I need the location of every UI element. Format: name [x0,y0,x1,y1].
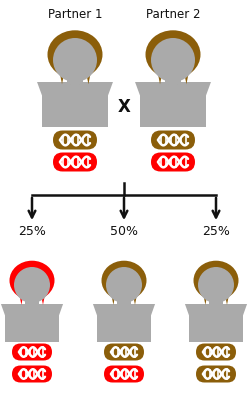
Polygon shape [67,78,83,84]
Polygon shape [93,304,155,342]
Polygon shape [37,82,113,127]
Polygon shape [117,300,131,306]
FancyBboxPatch shape [196,344,236,360]
Ellipse shape [9,261,55,300]
Polygon shape [77,72,82,84]
Polygon shape [157,72,162,84]
Circle shape [198,267,234,303]
Polygon shape [119,295,123,305]
Polygon shape [41,295,45,305]
Polygon shape [135,82,211,127]
FancyBboxPatch shape [12,344,52,360]
Circle shape [200,269,232,301]
FancyBboxPatch shape [104,366,144,382]
Polygon shape [111,295,115,305]
Polygon shape [25,300,39,306]
FancyBboxPatch shape [53,152,97,172]
Text: X: X [118,98,130,116]
FancyBboxPatch shape [196,366,236,382]
Circle shape [108,269,140,301]
Circle shape [16,269,48,301]
Polygon shape [184,72,189,84]
Polygon shape [86,72,91,84]
Text: Partner 1: Partner 1 [48,8,102,21]
Polygon shape [133,295,137,305]
Polygon shape [185,304,247,342]
Polygon shape [68,72,73,84]
Circle shape [151,38,195,82]
Polygon shape [203,295,207,305]
Circle shape [14,267,50,303]
Polygon shape [211,295,215,305]
Ellipse shape [101,261,147,300]
Polygon shape [19,295,23,305]
Circle shape [56,41,94,79]
Polygon shape [34,295,38,305]
Polygon shape [1,304,63,342]
Polygon shape [209,300,223,306]
Circle shape [106,267,142,303]
Polygon shape [175,72,180,84]
Text: 25%: 25% [202,225,230,238]
FancyBboxPatch shape [104,344,144,360]
FancyBboxPatch shape [12,366,52,382]
Ellipse shape [146,30,200,79]
Polygon shape [166,72,171,84]
Circle shape [154,41,192,79]
Polygon shape [225,295,229,305]
Text: 50%: 50% [110,225,138,238]
Text: 25%: 25% [18,225,46,238]
Text: Partner 2: Partner 2 [146,8,200,21]
Ellipse shape [193,261,239,300]
FancyBboxPatch shape [53,130,97,150]
Polygon shape [27,295,31,305]
Polygon shape [165,78,181,84]
Ellipse shape [48,30,102,79]
Polygon shape [218,295,222,305]
Polygon shape [60,72,64,84]
FancyBboxPatch shape [151,152,195,172]
Circle shape [53,38,97,82]
FancyBboxPatch shape [151,130,195,150]
Polygon shape [126,295,130,305]
